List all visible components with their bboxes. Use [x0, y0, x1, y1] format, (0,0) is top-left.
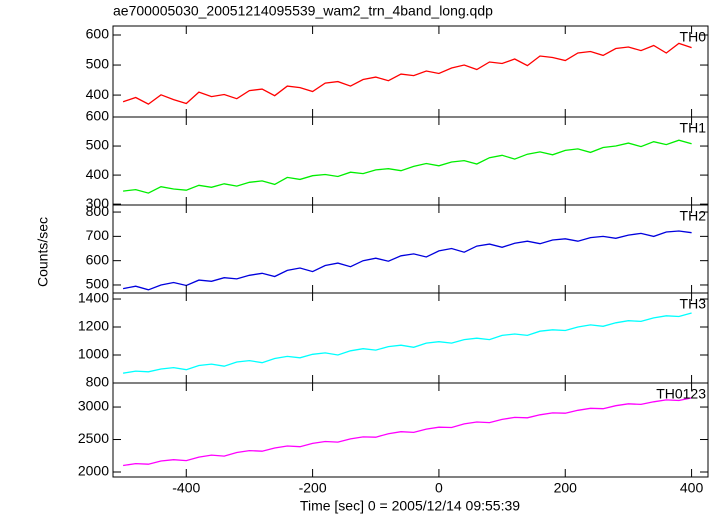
panel-frame: [112, 382, 709, 478]
y-tick-label: 2500: [78, 430, 109, 446]
panel-label: TH0123: [656, 386, 706, 402]
panel-frame: [112, 116, 709, 206]
chart-title: ae700005030_20051214095539_wam2_trn_4ban…: [113, 3, 493, 19]
y-tick-label: 500: [86, 276, 110, 292]
x-tick-label: 0: [435, 480, 443, 496]
y-tick-label: 400: [86, 86, 110, 102]
panel-label: TH1: [680, 120, 707, 136]
series-line: [122, 312, 692, 374]
y-tick-label: 600: [86, 26, 110, 42]
series-line: [123, 397, 692, 467]
panel-label: TH2: [680, 208, 707, 224]
x-tick-label: -400: [172, 480, 200, 496]
x-tick-label: -200: [299, 480, 327, 496]
x-tick-label: 200: [554, 480, 578, 496]
y-tick-label: 600: [86, 251, 110, 267]
panel-label: TH3: [680, 296, 707, 312]
panel-frame: [112, 25, 709, 118]
y-tick-label: 1000: [78, 346, 109, 362]
y-tick-label: 500: [86, 137, 110, 153]
x-tick-label: 400: [680, 480, 704, 496]
y-tick-label: 3000: [78, 398, 109, 414]
y-tick-label: 2000: [78, 463, 109, 479]
y-tick-label: 600: [86, 108, 110, 124]
x-axis-label: Time [sec] 0 = 2005/12/14 09:55:39: [300, 498, 520, 514]
series-line: [123, 139, 692, 194]
series-line: [122, 42, 692, 105]
panel-label: TH0: [680, 29, 707, 45]
y-tick-label: 500: [86, 56, 110, 72]
y-tick-label: 1200: [78, 318, 109, 334]
y-tick-label: 300: [86, 195, 110, 211]
y-axis-label: Counts/sec: [35, 217, 51, 287]
panel-frame: [112, 292, 709, 384]
y-tick-label: 700: [86, 227, 110, 243]
y-tick-label: 1400: [78, 290, 109, 306]
series-line: [122, 230, 692, 291]
y-tick-label: 800: [86, 203, 110, 219]
y-tick-label: 400: [86, 166, 110, 182]
y-tick-label: 800: [86, 374, 110, 390]
